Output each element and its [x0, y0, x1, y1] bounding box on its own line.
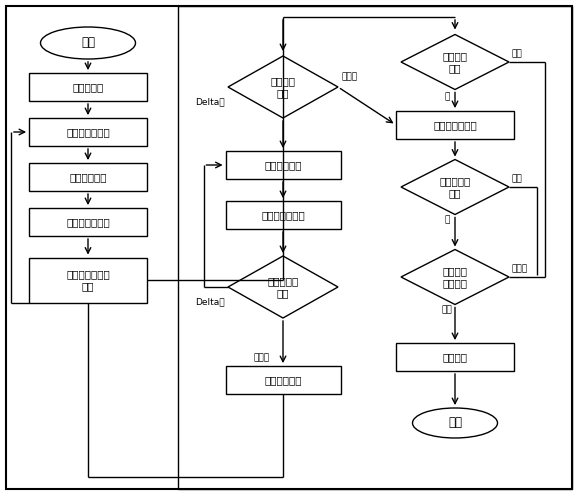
Bar [29, 208, 147, 236]
Text: 结束: 结束 [448, 416, 462, 430]
Text: 判断堆栈
步骤: 判断堆栈 步骤 [443, 51, 468, 73]
Text: 运行结束
判断步骤: 运行结束 判断步骤 [443, 266, 468, 288]
Text: 空: 空 [444, 93, 450, 101]
Polygon shape [228, 56, 338, 118]
Text: 非空: 非空 [512, 175, 523, 184]
Bar [29, 257, 147, 302]
Polygon shape [401, 35, 509, 90]
Bar [225, 201, 340, 229]
Polygon shape [228, 256, 338, 318]
Text: 读取引用块步骤: 读取引用块步骤 [261, 210, 305, 220]
Bar [29, 118, 147, 146]
Text: 空: 空 [444, 215, 450, 225]
Bar [396, 343, 514, 371]
Text: 开始: 开始 [81, 37, 95, 50]
Text: 准备处理数据区
步骤: 准备处理数据区 步骤 [66, 269, 110, 291]
Polygon shape [401, 159, 509, 214]
Text: 判断引用块
步骤: 判断引用块 步骤 [268, 276, 299, 298]
Text: 结束步骤: 结束步骤 [443, 352, 468, 362]
Text: 元数据恢复步骤: 元数据恢复步骤 [66, 217, 110, 227]
Text: Delta块: Delta块 [195, 98, 225, 106]
Polygon shape [401, 249, 509, 304]
Bar [225, 366, 340, 394]
Text: 数据块: 数据块 [253, 353, 269, 362]
Text: 结束: 结束 [442, 305, 453, 314]
Bar [29, 73, 147, 101]
Text: 读收容器步骤: 读收容器步骤 [69, 172, 107, 182]
Text: 未结束: 未结束 [512, 264, 528, 274]
Text: 拷贝数据块步骤: 拷贝数据块步骤 [433, 120, 477, 130]
Text: 非空: 非空 [512, 50, 523, 58]
Bar [225, 151, 340, 179]
Text: 判断对象
步骤: 判断对象 步骤 [271, 76, 295, 98]
Ellipse shape [40, 27, 135, 59]
Ellipse shape [413, 408, 498, 438]
Text: Delta块: Delta块 [195, 297, 225, 306]
Text: 弹出堆栈步骤: 弹出堆栈步骤 [264, 375, 302, 385]
Text: 判断数据区
步骤: 判断数据区 步骤 [439, 176, 470, 198]
Text: 初始化步骤: 初始化步骤 [72, 82, 103, 92]
Bar [178, 6, 572, 489]
Text: 压入堆栈步骤: 压入堆栈步骤 [264, 160, 302, 170]
Text: 接收读命令步骤: 接收读命令步骤 [66, 127, 110, 137]
Text: 数据块: 数据块 [341, 72, 357, 82]
Bar [396, 111, 514, 139]
Bar [29, 163, 147, 191]
